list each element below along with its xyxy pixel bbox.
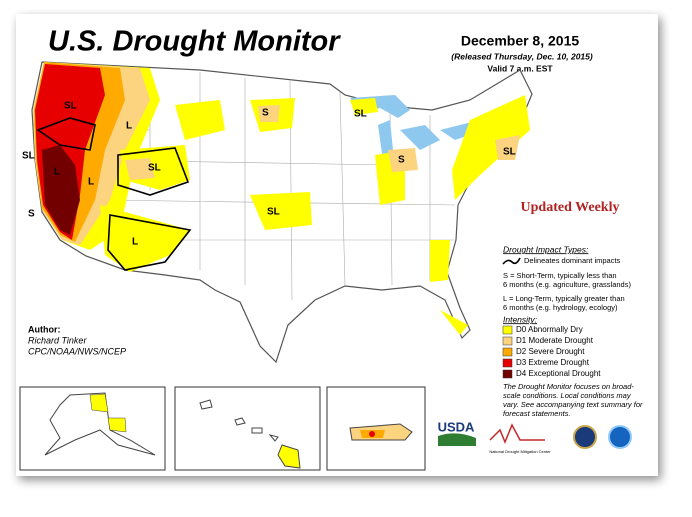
legend-label: D2 Severe Drought: [516, 347, 585, 356]
drought-area: [125, 158, 155, 180]
note-line: forecast statements.: [503, 409, 571, 418]
puerto-rico-extreme: [369, 431, 375, 437]
legend: D0 Abnormally Dry D1 Moderate Drought D2 S…: [502, 325, 601, 379]
drought-area: [350, 98, 468, 335]
doc-seal: [573, 425, 597, 449]
map-label: S: [28, 209, 35, 220]
map-label: SL: [148, 163, 161, 174]
drought-area: [495, 135, 520, 160]
drought-area: [258, 105, 280, 122]
drought-area: [452, 95, 530, 200]
note-line: The Drought Monitor focuses on broad-: [503, 382, 634, 391]
impact-outlines: [36, 117, 192, 271]
note-line: scale conditions. Local conditions may: [503, 391, 632, 400]
legend-label: D1 Moderate Drought: [516, 336, 594, 345]
map-label: SL: [503, 147, 516, 158]
map-label: L: [126, 121, 132, 132]
drought-area: [175, 100, 225, 140]
hawaii-big-island: [277, 444, 301, 469]
intensity-heading: Intensity:: [503, 314, 538, 324]
usda-logo: USDA: [438, 419, 475, 434]
impact-delineates: Delineates dominant impacts: [524, 256, 621, 265]
impact-heading: Drought Impact Types:: [503, 244, 589, 254]
hawaii-islands: [199, 399, 279, 442]
author-org: CPC/NOAA/NWS/NCEP: [28, 346, 126, 356]
map-label: SL: [22, 151, 35, 162]
legend-label: D3 Extreme Drought: [516, 358, 590, 367]
valid-time: Valid 7 a.m. EST: [487, 63, 553, 73]
impact-short: S = Short-Term, typically less than: [503, 271, 617, 280]
author-heading: Author:: [28, 324, 61, 334]
map-label: SL: [267, 207, 280, 218]
date: December 8, 2015: [461, 33, 580, 49]
noaa-seal: [608, 425, 632, 449]
drought-area: [250, 192, 312, 230]
map-label: S: [262, 108, 269, 119]
legend-label: D0 Abnormally Dry: [516, 325, 583, 334]
title: U.S. Drought Monitor: [48, 26, 341, 58]
map-label: SL: [354, 109, 367, 120]
author-name: Richard Tinker: [28, 335, 87, 345]
released: (Released Thursday, Dec. 10, 2015): [451, 51, 593, 61]
drought-area: [100, 205, 190, 272]
legend-swatch: [502, 358, 513, 368]
drought-area: [388, 148, 418, 172]
impact-long: 6 months (e.g. hydrology, ecology): [503, 303, 618, 312]
map-label: L: [54, 167, 60, 178]
map-label: SL: [64, 101, 77, 112]
alaska-dry: [89, 393, 127, 433]
map-label: L: [88, 177, 94, 188]
impact-short: 6 months (e.g. agriculture, grasslands): [503, 280, 631, 289]
note-line: vary. See accompanying text summary for: [503, 400, 643, 409]
drought-regions: [33, 62, 530, 335]
impact-long: L = Long-Term, typically greater than: [503, 294, 625, 303]
usda-mark: [438, 433, 476, 446]
legend-swatch: [502, 347, 513, 357]
legend-swatch: [502, 325, 513, 335]
legend-swatch: [502, 369, 513, 379]
map-label: L: [132, 237, 138, 248]
banner: Updated Weekly: [521, 200, 620, 215]
note: The Drought Monitor focuses on broad- sc…: [503, 382, 643, 418]
legend-swatch: [502, 336, 513, 346]
ndmc-logo: National Drought Mitigation Center: [489, 449, 551, 454]
map-label: S: [398, 155, 405, 166]
outline-symbol: [502, 257, 521, 265]
drought-area: [42, 145, 80, 235]
ndmc-mark: [489, 423, 545, 444]
legend-label: D4 Exceptional Drought: [516, 369, 601, 378]
